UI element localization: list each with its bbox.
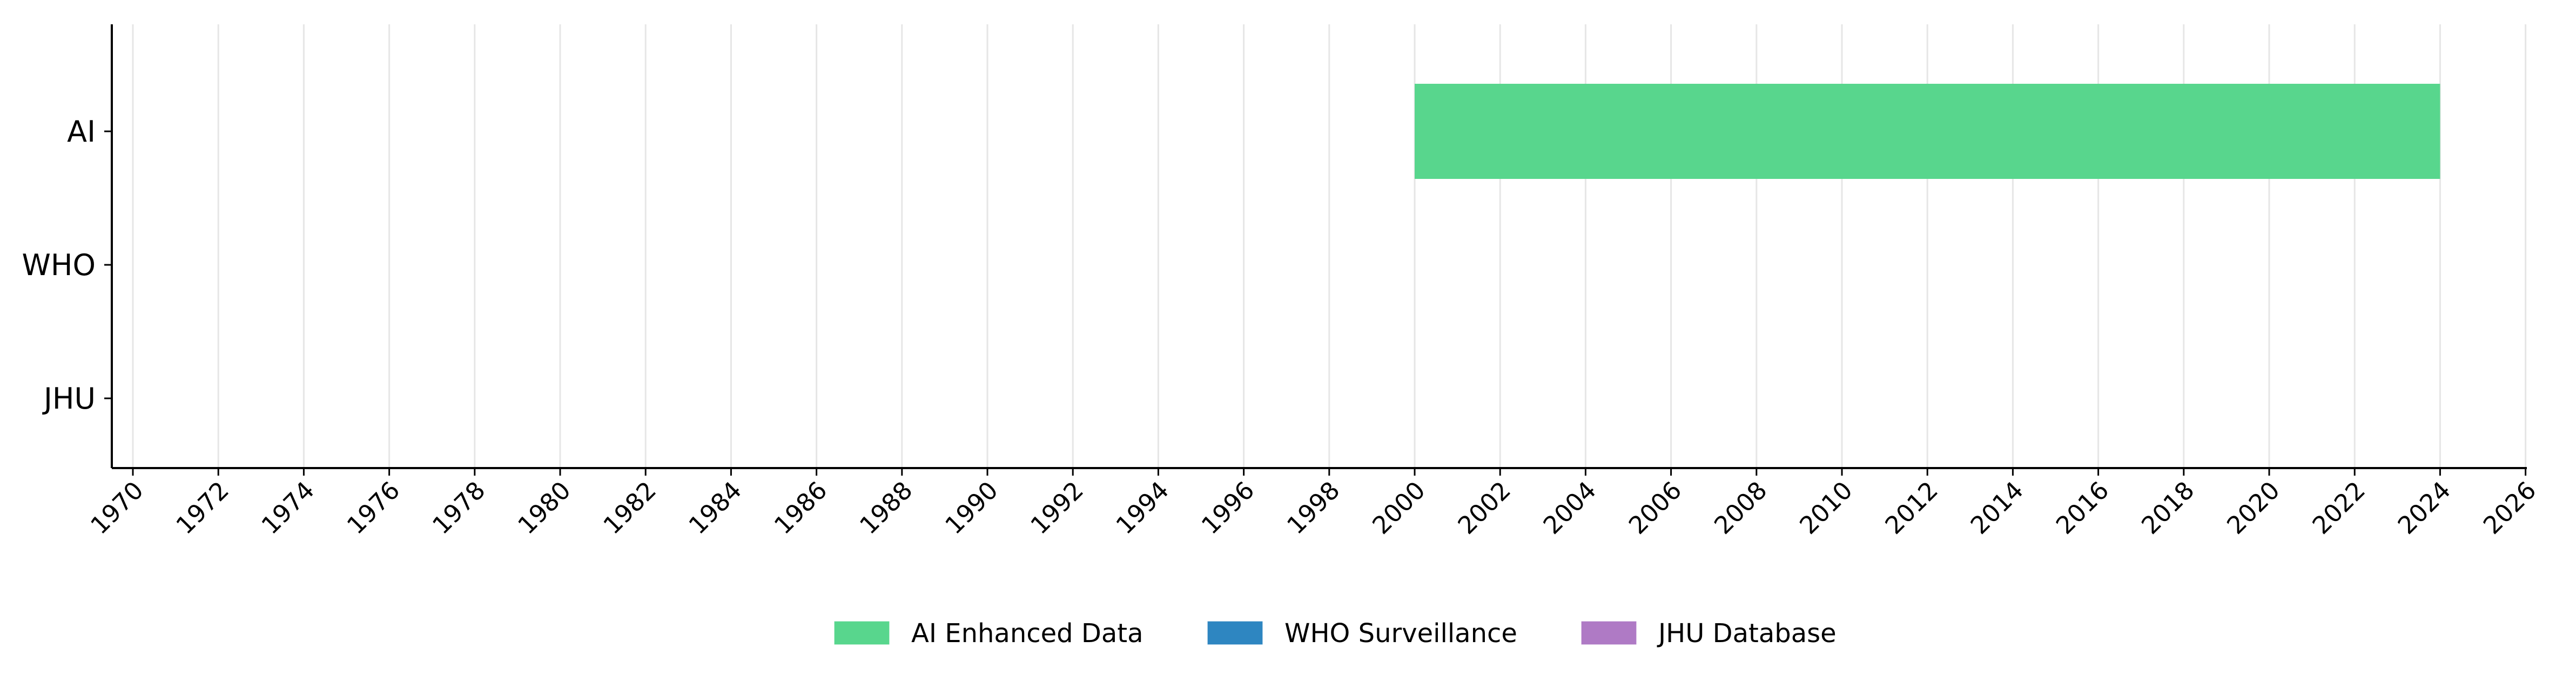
y-tick-label-who: WHO <box>22 248 96 282</box>
x-tick-label-2006: 2006 <box>1623 476 1687 539</box>
x-tick-label-2004: 2004 <box>1538 476 1602 539</box>
bars <box>1415 84 2440 179</box>
legend-swatch-3 <box>1581 621 1637 645</box>
x-tick-label-2012: 2012 <box>1880 476 1943 539</box>
x-tick-label-1996: 1996 <box>1196 476 1260 539</box>
bar-ai-2000-2024 <box>1415 84 2440 179</box>
x-tick-label-1986: 1986 <box>769 476 832 539</box>
x-tick-label-1978: 1978 <box>427 476 490 539</box>
x-tick-label-1994: 1994 <box>1111 476 1174 539</box>
legend-label-2: WHO Surveillance <box>1284 618 1517 649</box>
y-tick-label-ai: AI <box>67 115 96 149</box>
x-tick-label-1976: 1976 <box>341 476 405 539</box>
legend: AI Enhanced Data WHO Surveillance JHU Data… <box>834 618 1837 649</box>
x-tick-label-1990: 1990 <box>939 476 1003 539</box>
x-tick-label-2026: 2026 <box>2478 476 2541 539</box>
x-tick-label-2014: 2014 <box>1965 476 2029 539</box>
legend-swatch-1 <box>834 621 890 645</box>
x-tick-label-2020: 2020 <box>2221 476 2285 539</box>
x-tick-label-1980: 1980 <box>512 476 576 539</box>
x-tick-label-2010: 2010 <box>1794 476 1858 539</box>
x-tick-label-1982: 1982 <box>598 476 662 539</box>
x-ticks: 1970 1972 1974 1976 1978 1980 1982 1984 1986 1988… <box>85 468 2541 540</box>
axes <box>111 24 2527 469</box>
x-tick-label-1972: 1972 <box>171 476 234 539</box>
legend-label-3: JHU Database <box>1657 618 1837 649</box>
x-tick-label-2008: 2008 <box>1709 476 1772 539</box>
x-tick-label-1974: 1974 <box>256 476 320 539</box>
y-tick-label-jhu: JHU <box>42 382 96 416</box>
x-tick-label-2024: 2024 <box>2392 476 2456 539</box>
x-tick-label-2022: 2022 <box>2307 476 2371 539</box>
y-ticks: AI WHO JHU <box>22 115 112 416</box>
x-tick-label-1970: 1970 <box>85 476 149 539</box>
grid-lines <box>132 24 2527 468</box>
x-tick-label-2000: 2000 <box>1367 476 1430 539</box>
legend-swatch-2 <box>1207 621 1263 645</box>
x-tick-label-1998: 1998 <box>1281 476 1345 539</box>
x-tick-label-1984: 1984 <box>683 476 747 539</box>
x-tick-label-2018: 2018 <box>2136 476 2200 539</box>
x-tick-label-2016: 2016 <box>2050 476 2114 539</box>
x-tick-label-2002: 2002 <box>1452 476 1516 539</box>
x-tick-label-1992: 1992 <box>1025 476 1089 539</box>
x-tick-label-1988: 1988 <box>854 476 918 539</box>
legend-label-1: AI Enhanced Data <box>911 618 1144 649</box>
